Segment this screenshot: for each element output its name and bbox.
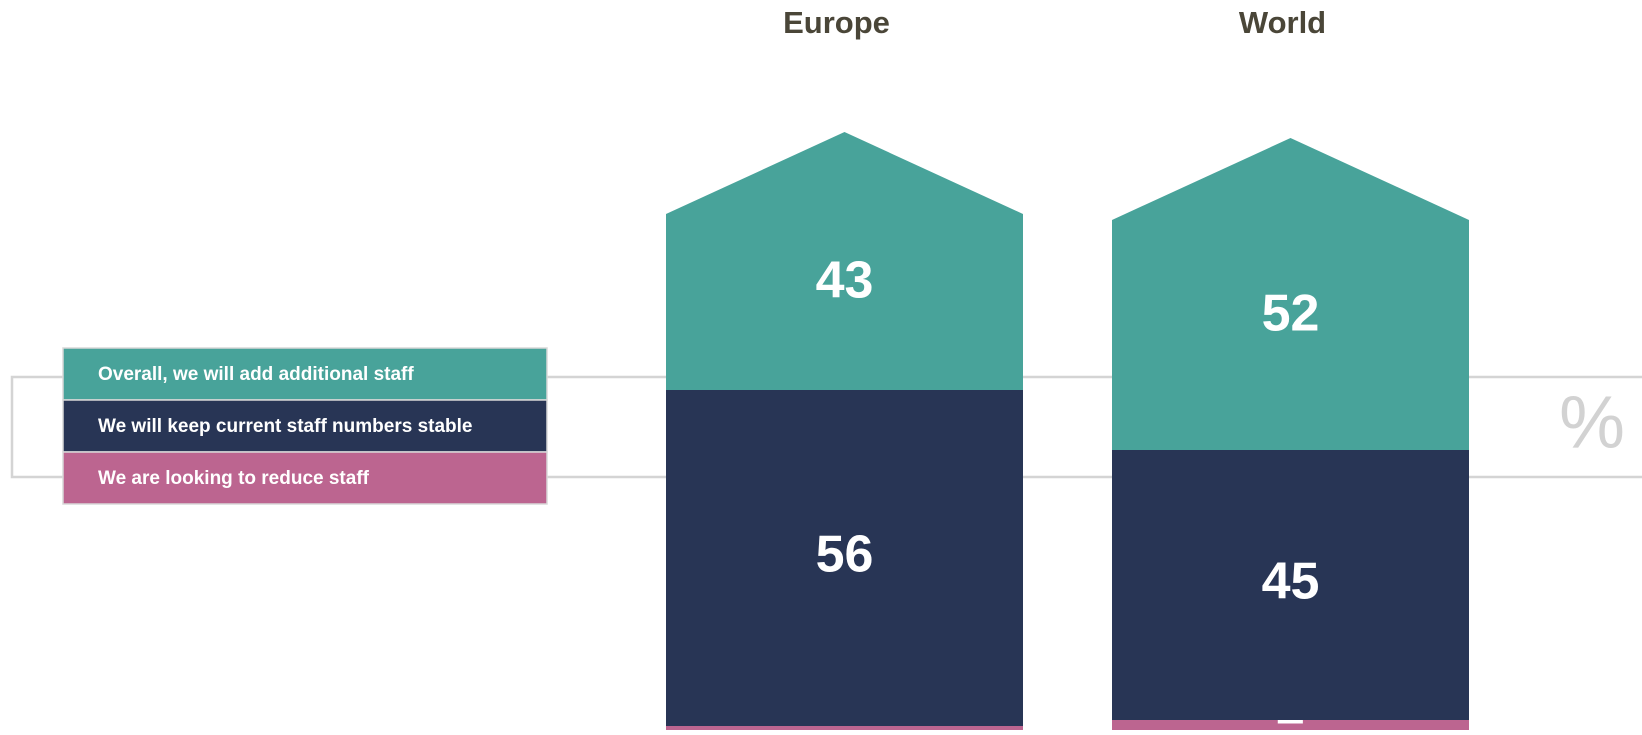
bar-segment xyxy=(1112,720,1469,732)
bar-segment xyxy=(666,132,1023,390)
value-label: 43 xyxy=(816,251,874,309)
category-label: World xyxy=(1239,5,1326,40)
unit-label: % xyxy=(1559,381,1625,464)
bar-segment xyxy=(666,390,1023,726)
bar-segment xyxy=(1112,138,1469,450)
legend-swatch xyxy=(62,399,548,453)
legend-swatch xyxy=(62,451,548,505)
value-label: 45 xyxy=(1262,553,1320,611)
legend-label: We are looking to reduce staff xyxy=(98,468,370,489)
bar-segment xyxy=(1112,450,1469,720)
legend-label: We will keep current staff numbers stabl… xyxy=(98,416,472,437)
value-label: 56 xyxy=(816,526,874,584)
legend-label: Overall, we will add additional staff xyxy=(98,364,414,385)
value-label: 52 xyxy=(1262,284,1320,342)
category-label: Europe xyxy=(783,5,890,40)
